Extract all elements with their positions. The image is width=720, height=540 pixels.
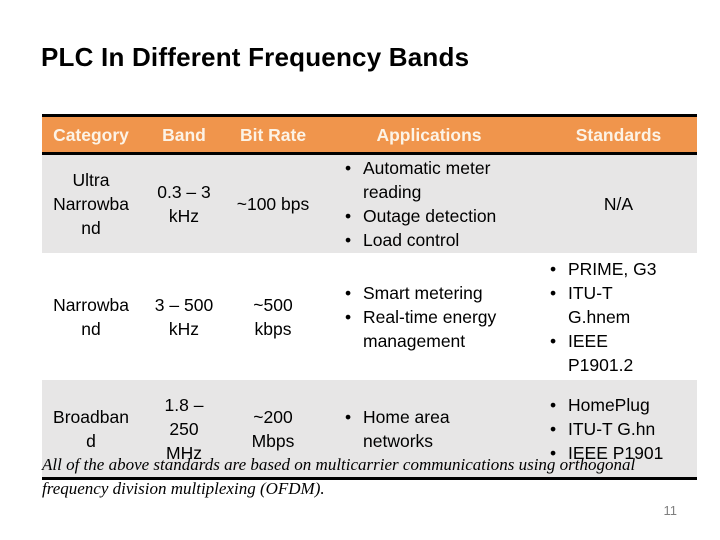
cell-applications: • Home area networks xyxy=(318,380,540,477)
cell-category: Broadban d xyxy=(53,406,129,451)
cell-bit-rate: ~500 kbps xyxy=(253,294,293,339)
table-row: Narrowba nd 3 – 500 kHz ~500 kbps • Smart… xyxy=(42,253,697,380)
cell-band: 0.3 – 3 kHz xyxy=(157,182,211,226)
application-text: Load control xyxy=(363,230,460,250)
application-text: Real-time energy management xyxy=(363,306,497,351)
bullet-icon: • xyxy=(550,258,557,279)
cell-category: Ultra Narrowba nd xyxy=(53,170,129,238)
cell-bit-rate: ~200 Mbps xyxy=(251,406,295,451)
bullet-icon: • xyxy=(345,158,352,178)
standard-item: • IEEE P1901 xyxy=(548,441,663,465)
standard-item: • IEEE P1901.2 xyxy=(548,329,633,377)
header-bit-rate: Bit Rate xyxy=(239,124,307,145)
frequency-bands-table: Category Band Bit Rate Applications Stan… xyxy=(42,114,697,480)
header-applications: Applications xyxy=(376,124,482,145)
cell-standards: N/A xyxy=(603,194,634,214)
application-text: Outage detection xyxy=(363,206,497,226)
page-title: PLC In Different Frequency Bands xyxy=(41,42,470,72)
standard-text: IEEE P1901 xyxy=(568,442,664,463)
application-item: • Real-time energy management xyxy=(343,305,496,353)
application-item: • Load control xyxy=(343,228,459,252)
bullet-icon: • xyxy=(345,206,352,226)
standard-text: ITU-T G.hnem xyxy=(568,282,631,327)
header-band: Band xyxy=(162,124,206,145)
cell-applications: • Smart metering • Real-time energy manage… xyxy=(318,253,540,380)
header-category: Category xyxy=(53,124,129,145)
standard-text: ITU-T G.hn xyxy=(568,418,656,439)
application-text: Automatic meter reading xyxy=(363,158,491,202)
table-row: Ultra Narrowba nd 0.3 – 3 kHz ~100 bps •… xyxy=(42,155,697,253)
standard-item: • ITU-T G.hnem xyxy=(548,281,630,329)
bullet-icon: • xyxy=(345,306,352,327)
bullet-icon: • xyxy=(345,406,352,427)
cell-band: 1.8 – 250 MHz xyxy=(164,394,204,463)
cell-band: 3 – 500 kHz xyxy=(154,294,214,339)
standard-item: • PRIME, G3 xyxy=(548,257,657,281)
cell-standards: • PRIME, G3 • ITU-T G.hnem • IEEE P1901.2 xyxy=(540,253,697,380)
cell-applications: • Automatic meter reading • Outage detecti… xyxy=(318,155,540,253)
header-standards: Standards xyxy=(575,124,662,145)
bullet-icon: • xyxy=(550,418,557,439)
table-row: Broadban d 1.8 – 250 MHz ~200 Mbps • Home… xyxy=(42,380,697,477)
bullet-icon: • xyxy=(345,282,352,303)
bullet-icon: • xyxy=(550,442,557,463)
footnote: All of the above standards are based on … xyxy=(42,455,636,498)
page-number: 11 xyxy=(663,503,678,518)
cell-bit-rate: ~100 bps xyxy=(236,194,310,214)
table-header-row: Category Band Bit Rate Applications Stan… xyxy=(42,117,697,155)
application-item: • Smart metering xyxy=(343,281,483,305)
application-text: Smart metering xyxy=(363,282,483,303)
application-text: Home area networks xyxy=(363,406,450,451)
standard-text: PRIME, G3 xyxy=(568,258,657,279)
application-item: • Automatic meter reading xyxy=(343,156,490,204)
application-item: • Outage detection xyxy=(343,204,496,228)
standard-item: • HomePlug xyxy=(548,393,650,417)
bullet-icon: • xyxy=(550,394,557,415)
standard-text: HomePlug xyxy=(568,394,650,415)
bullet-icon: • xyxy=(345,230,352,250)
standard-text: IEEE P1901.2 xyxy=(568,330,634,375)
cell-category: Narrowba nd xyxy=(53,294,129,339)
bullet-icon: • xyxy=(550,282,557,303)
cell-standards: • HomePlug • ITU-T G.hn • IEEE P1901 xyxy=(540,380,697,477)
application-item: • Home area networks xyxy=(343,405,450,453)
bullet-icon: • xyxy=(550,330,557,351)
standard-item: • ITU-T G.hn xyxy=(548,417,655,441)
